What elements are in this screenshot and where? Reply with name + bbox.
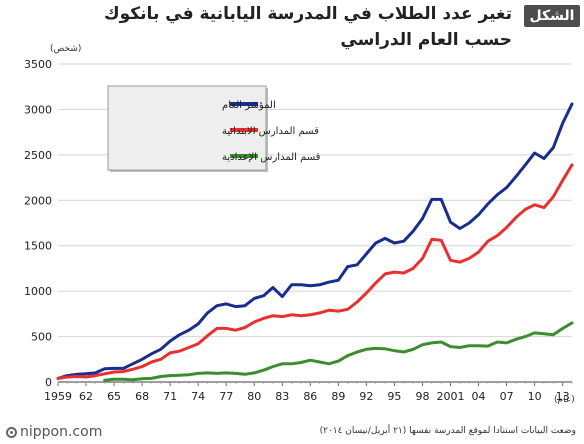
- y-tick-label: 2500: [24, 149, 52, 162]
- x-tick-label: 92: [359, 390, 373, 403]
- x-tick-label: 2001: [437, 390, 465, 403]
- logo-text: nippon.com: [20, 424, 103, 440]
- x-tick-label: 13: [556, 390, 570, 403]
- y-tick-label: 500: [31, 331, 52, 344]
- y-tick-label: 1000: [24, 285, 52, 298]
- x-axis-unit: (عام): [554, 395, 575, 405]
- series-line-3: [103, 321, 574, 382]
- x-tick-label: 10: [528, 390, 542, 403]
- x-tick-label: 62: [79, 390, 93, 403]
- x-tick-label: 98: [415, 390, 429, 403]
- x-tick-label: 95: [387, 390, 401, 403]
- y-tick-label: 3500: [24, 58, 52, 71]
- x-tick-label: 65: [107, 390, 121, 403]
- x-tick-label: 80: [247, 390, 261, 403]
- legend-label: المؤشر العام: [222, 100, 276, 111]
- y-tick-label: 2000: [24, 194, 52, 207]
- nippon-logo: nippon.com: [6, 424, 102, 440]
- x-tick-label: 83: [275, 390, 289, 403]
- chart-header: الشكل ٢ تغير عدد الطلاب في المدرسة الياب…: [0, 0, 584, 58]
- y-tick-label: 0: [45, 376, 52, 389]
- y-tick-label: 3000: [24, 103, 52, 116]
- logo-mark-icon: [6, 427, 17, 438]
- x-tick-label: 71: [163, 390, 177, 403]
- series-line-1: [56, 102, 574, 380]
- legend-label: قسم المدارس الإعدادية: [222, 152, 321, 163]
- y-axis-unit: (شخص): [50, 44, 82, 54]
- x-tick-label: 68: [135, 390, 149, 403]
- x-tick-label: 1959: [44, 390, 72, 403]
- chart-title: تغير عدد الطلاب في المدرسة اليابانية في …: [104, 4, 512, 24]
- x-tick-label: 04: [472, 390, 486, 403]
- figure-badge: الشكل ٢: [524, 5, 580, 46]
- legend-label: قسم المدارس الابتدائية: [222, 126, 319, 137]
- source-note: وضعت البيانات استنادا لموقع المدرسة نفسه…: [319, 426, 576, 436]
- x-tick-label: 07: [500, 390, 514, 403]
- chart-subtitle: حسب العام الدراسي: [340, 30, 512, 50]
- x-tick-label: 74: [191, 390, 205, 403]
- x-tick-label: 89: [331, 390, 345, 403]
- x-tick-label: 77: [219, 390, 233, 403]
- y-tick-label: 1500: [24, 240, 52, 253]
- x-tick-label: 86: [303, 390, 317, 403]
- series-line-2: [56, 163, 574, 380]
